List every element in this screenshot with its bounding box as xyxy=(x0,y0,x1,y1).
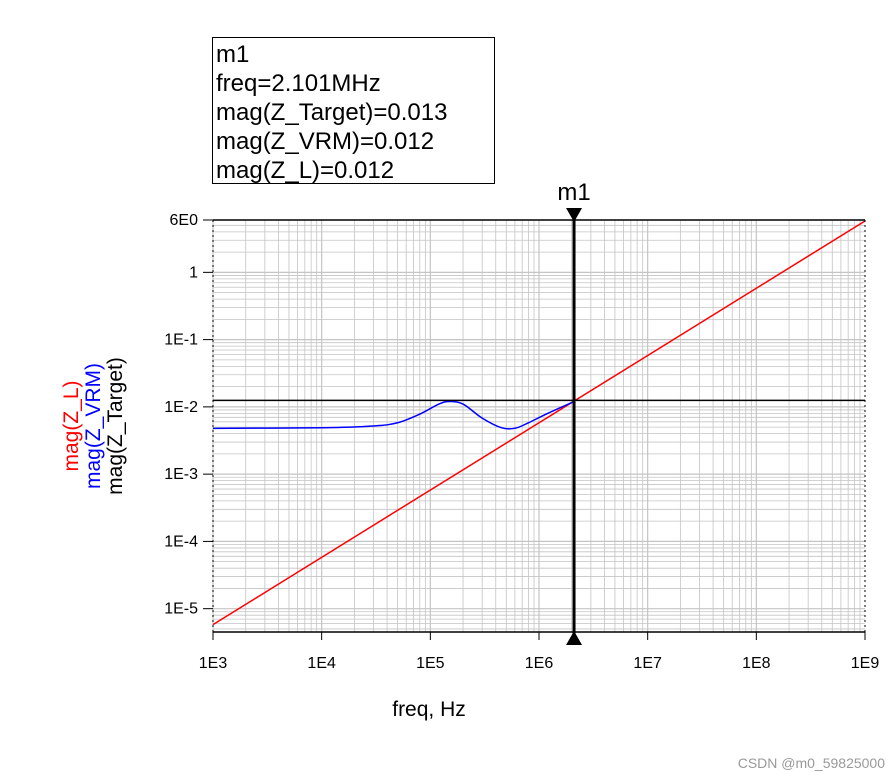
marker-label: m1 xyxy=(557,179,590,206)
axes: 1E3 1E4 1E5 1E6 1E7 1E8 1E9 6E0 1 1E-1 1E-2 1E-3 1E-… xyxy=(60,212,879,721)
watermark-text: CSDN @m0_59825000 xyxy=(737,755,885,771)
marker-bottom-triangle xyxy=(566,631,583,645)
y-axis-label: mag(Z_VRM) xyxy=(82,363,105,489)
x-axis-label: freq, Hz xyxy=(392,698,466,721)
x-tick-label: 1E4 xyxy=(307,655,336,672)
series-line-mag-z-vrm- xyxy=(212,400,575,430)
y-tick-label: 1E-1 xyxy=(164,332,198,349)
series-layer xyxy=(212,220,866,626)
y-axis-label: mag(Z_Target) xyxy=(104,357,127,495)
marker-top-triangle xyxy=(566,208,583,222)
marker-readout-box: m1 freq=2.101MHz mag(Z_Target)=0.013 mag… xyxy=(212,37,495,184)
y-tick-label: 1E-3 xyxy=(164,466,198,483)
y-tick-label: 1E-4 xyxy=(164,533,198,550)
x-tick-label: 1E8 xyxy=(742,655,771,672)
x-tick-label: 1E6 xyxy=(525,655,554,672)
y-tick-label: 1 xyxy=(189,264,198,281)
marker-readout-name: m1 xyxy=(216,41,250,68)
x-tick-label: 1E5 xyxy=(416,655,445,672)
x-tick-label: 1E9 xyxy=(851,655,880,672)
y-tick-label: 6E0 xyxy=(170,212,199,229)
y-tick-label: 1E-5 xyxy=(164,601,198,618)
y-tick-label: 1E-2 xyxy=(164,399,198,416)
y-axis-label: mag(Z_L) xyxy=(60,380,83,471)
marker-readout-z-vrm: mag(Z_VRM)=0.012 xyxy=(216,128,435,155)
marker-layer: m1 xyxy=(557,179,591,645)
marker-readout-freq: freq=2.101MHz xyxy=(216,70,381,97)
x-tick-label: 1E7 xyxy=(633,655,662,672)
x-tick-label: 1E3 xyxy=(199,655,228,672)
series-line-mag-z-l- xyxy=(212,220,866,626)
marker-readout-z-l: mag(Z_L)=0.012 xyxy=(216,157,395,184)
marker-readout-z-target: mag(Z_Target)=0.013 xyxy=(216,99,448,126)
